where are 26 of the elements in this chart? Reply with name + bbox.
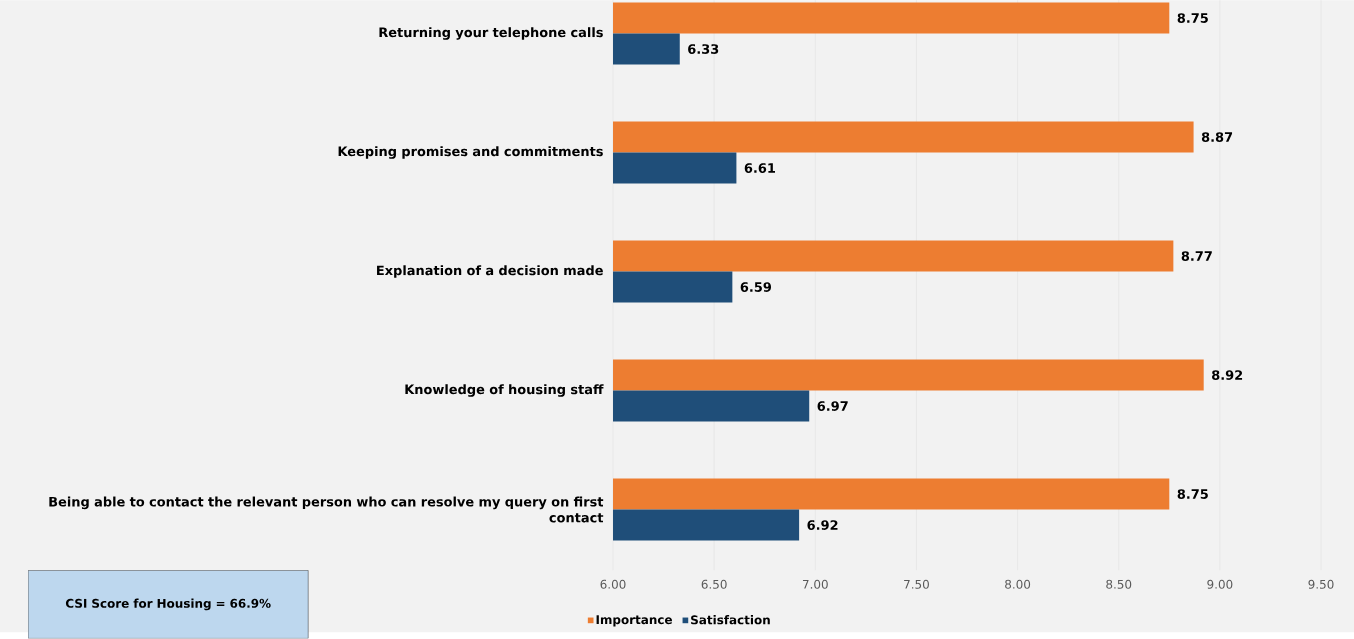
y-tick-label: Keeping promises and commitments [338,146,603,160]
data-label: 8.75 [1177,489,1208,500]
text: CSI Score for Housing = 66.9% [65,598,271,611]
y-tick-label: Knowledge of housing staff [405,384,604,398]
data-label: 8.77 [1181,251,1212,262]
data-label: 8.92 [1212,370,1243,381]
data-label: 6.97 [817,401,848,412]
data-label: 6.92 [807,520,838,531]
data-label: 6.61 [744,163,775,174]
legend-label: Satisfaction [691,615,770,625]
y-tick-label: Being able to contact the relevant person who can resolve my query on first contact [49,496,604,523]
x-tick-label: 8.50 [1106,579,1132,589]
y-tick-label: Explanation of a decision made [377,265,603,278]
data-label: 6.59 [740,282,772,293]
x-tick-label: 6.50 [701,579,727,589]
data-label: 6.33 [688,44,719,55]
x-tick-label: 7.00 [802,579,828,589]
legend-label: Importance [596,615,672,627]
x-tick-label: 6.00 [600,579,626,589]
data-label: 8.87 [1201,132,1233,143]
y-tick-label: Returning your telephone calls [379,27,603,41]
x-tick-label: 9.50 [1308,579,1334,589]
data-label: 8.75 [1177,13,1208,24]
x-tick-label: 9.00 [1207,579,1233,589]
x-tick-label: 8.00 [1005,579,1031,589]
x-tick-label: 7.50 [904,579,929,589]
